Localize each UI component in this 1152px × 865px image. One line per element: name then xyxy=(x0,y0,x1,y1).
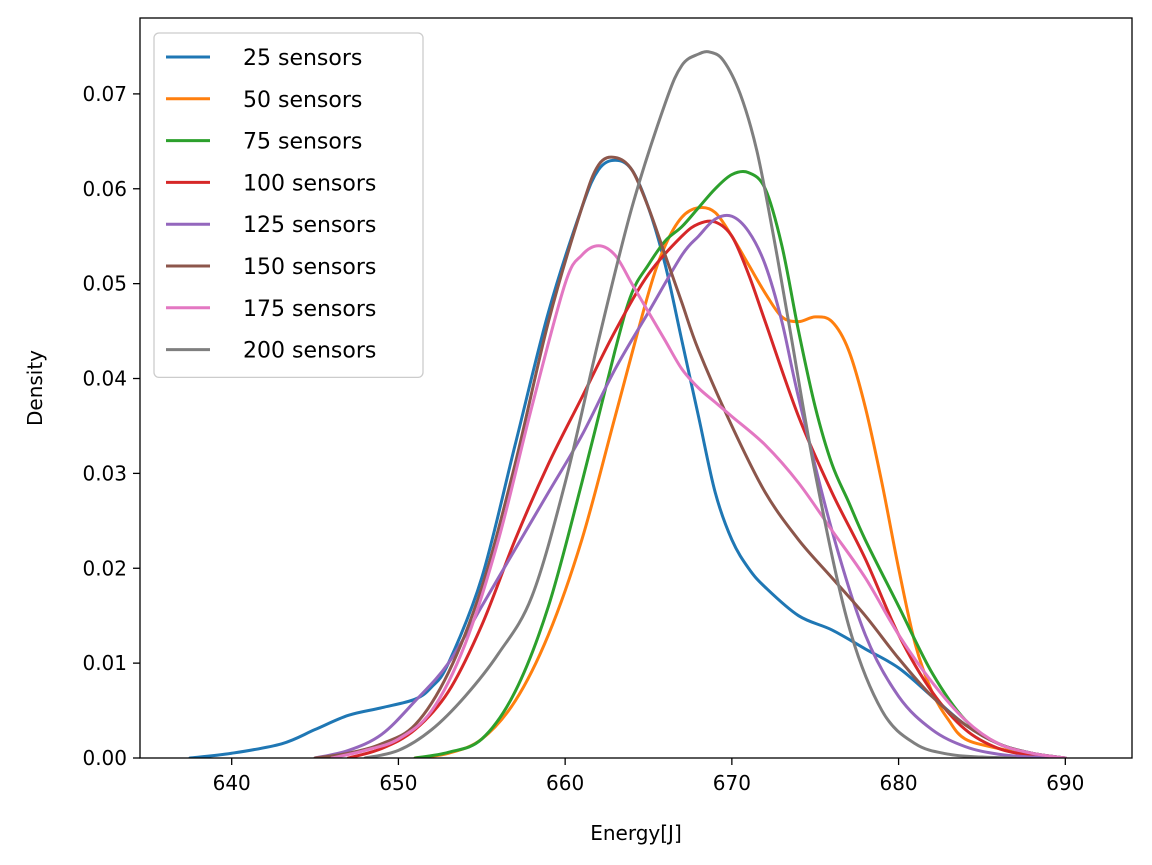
series-line-175-sensors xyxy=(330,244,1067,758)
y-tick-label: 0.05 xyxy=(82,272,127,296)
legend-label: 200 sensors xyxy=(243,339,376,364)
x-tick-label: 650 xyxy=(379,771,417,795)
y-tick-label: 0.03 xyxy=(82,461,127,485)
legend-label: 100 sensors xyxy=(243,171,376,196)
x-tick-label: 690 xyxy=(1046,771,1084,795)
legend-label: 75 sensors xyxy=(243,130,362,155)
y-tick-label: 0.06 xyxy=(82,177,127,201)
y-tick-label: 0.02 xyxy=(82,556,127,580)
x-tick-label: 640 xyxy=(213,771,251,795)
legend: 25 sensors 50 sensors 75 sensors 100 sensor… xyxy=(153,32,424,379)
y-axis-label: Density xyxy=(23,350,47,426)
x-tick-label: 660 xyxy=(546,771,584,795)
x-tick-label: 680 xyxy=(879,771,917,795)
series-layer xyxy=(188,50,1067,758)
legend-label: 125 sensors xyxy=(243,213,376,238)
x-tick-label: 670 xyxy=(713,771,751,795)
x-axis: 640 650 660 670 680 690 xyxy=(213,758,1084,795)
series-line-200-sensors xyxy=(363,50,1017,758)
series-line-150-sensors xyxy=(313,155,1067,758)
x-axis-label: Energy[J] xyxy=(590,821,682,845)
legend-label: 175 sensors xyxy=(243,297,376,322)
y-axis: 0.00 0.01 0.02 0.03 0.04 0.05 0.06 0.07 xyxy=(82,82,140,770)
legend-label: 25 sensors xyxy=(243,46,362,71)
y-tick-label: 0.00 xyxy=(82,746,127,770)
legend-label: 50 sensors xyxy=(243,88,362,113)
y-tick-label: 0.01 xyxy=(82,651,127,675)
plot-frame xyxy=(139,17,1133,759)
y-tick-label: 0.07 xyxy=(82,82,127,106)
legend-label: 150 sensors xyxy=(243,255,376,280)
series-line-75-sensors xyxy=(413,169,1067,758)
series-line-100-sensors xyxy=(346,219,1067,758)
y-tick-label: 0.04 xyxy=(82,367,127,391)
legend-box xyxy=(153,32,424,379)
